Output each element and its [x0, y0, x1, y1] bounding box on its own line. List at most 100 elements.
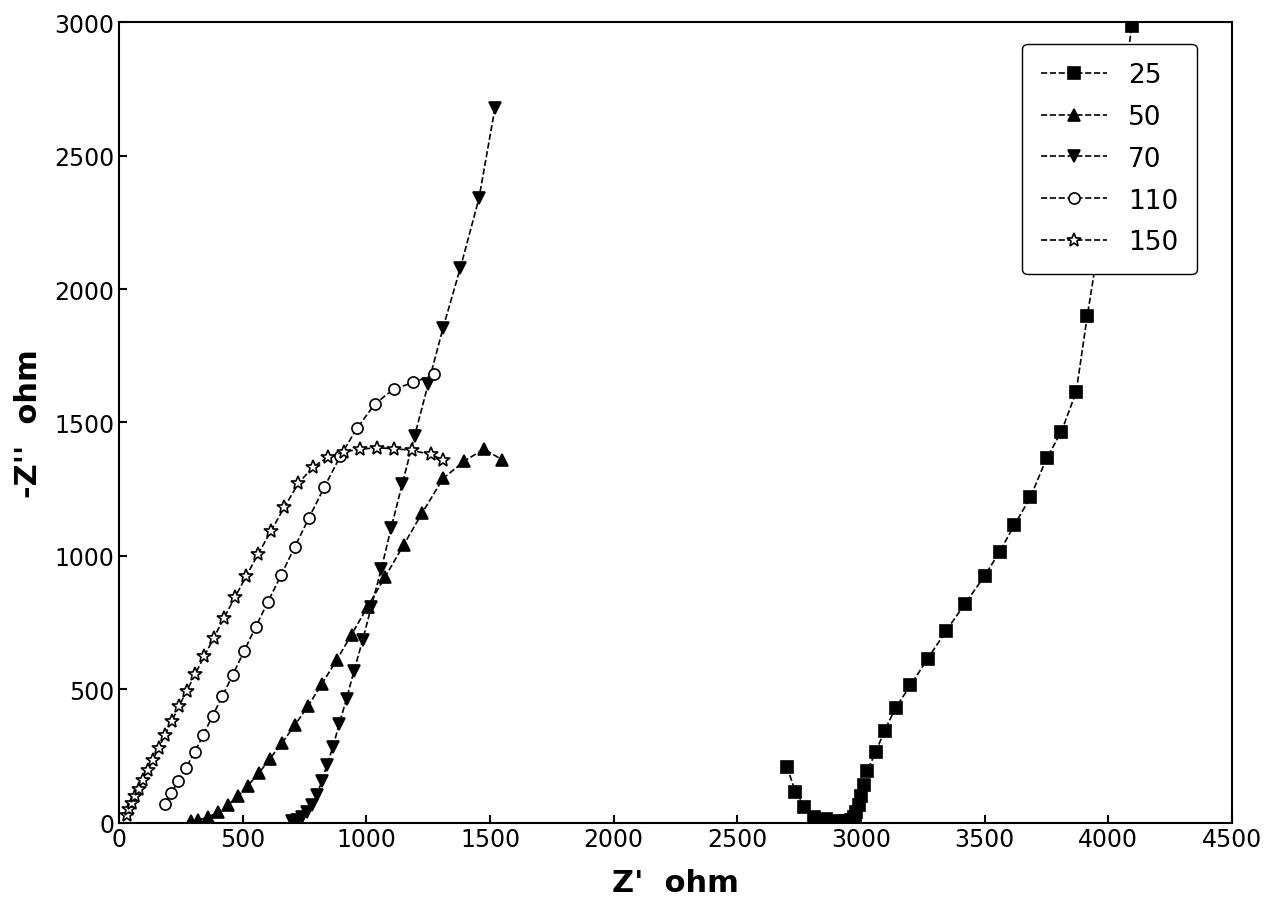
Line: 25: 25	[781, 22, 1137, 827]
50	[287, 720, 302, 731]
25	[843, 814, 859, 825]
70	[453, 263, 468, 274]
70	[346, 665, 361, 676]
50	[329, 655, 345, 666]
50	[200, 812, 216, 823]
110	[406, 377, 421, 388]
Line: 150: 150	[120, 442, 450, 822]
70	[332, 719, 347, 730]
25	[851, 800, 866, 811]
150	[140, 765, 156, 776]
110	[273, 570, 288, 581]
150	[352, 445, 367, 456]
50	[345, 630, 360, 640]
25	[806, 812, 822, 823]
70	[364, 601, 379, 612]
25	[846, 812, 861, 823]
50	[251, 768, 267, 779]
150	[171, 701, 186, 712]
25	[796, 802, 812, 813]
25	[1124, 22, 1139, 33]
70	[319, 760, 334, 771]
110	[214, 691, 230, 701]
50	[221, 800, 236, 811]
70	[407, 431, 422, 442]
70	[325, 742, 341, 752]
50	[240, 781, 255, 792]
150	[128, 791, 143, 802]
50	[274, 737, 290, 748]
70	[309, 789, 324, 800]
25	[1039, 454, 1054, 465]
150	[157, 730, 172, 741]
25	[780, 762, 795, 773]
110	[195, 730, 211, 741]
150	[263, 526, 278, 537]
50	[360, 601, 375, 612]
50	[211, 806, 226, 817]
25	[991, 547, 1007, 558]
25	[1094, 226, 1109, 237]
70	[339, 693, 355, 704]
150	[131, 783, 147, 794]
25	[939, 625, 954, 636]
70	[290, 814, 305, 825]
150	[337, 447, 352, 458]
150	[424, 449, 439, 460]
70	[471, 194, 486, 205]
25	[868, 747, 883, 758]
50	[230, 791, 245, 802]
X-axis label: Z'  ohm: Z' ohm	[612, 868, 739, 897]
150	[227, 592, 242, 603]
25	[1068, 387, 1083, 398]
25	[787, 786, 803, 797]
50	[190, 814, 205, 825]
110	[179, 763, 194, 773]
150	[145, 754, 161, 765]
25	[838, 816, 854, 827]
150	[197, 651, 212, 662]
110	[236, 646, 251, 657]
110	[205, 711, 221, 722]
25	[1007, 520, 1022, 531]
150	[277, 502, 292, 513]
110	[226, 670, 241, 681]
50	[495, 455, 510, 466]
70	[295, 812, 310, 823]
110	[287, 542, 302, 553]
150	[165, 716, 180, 727]
150	[239, 571, 254, 582]
25	[1079, 311, 1095, 322]
150	[188, 669, 203, 680]
Y-axis label: -Z''  ohm: -Z'' ohm	[14, 349, 43, 497]
25	[903, 680, 919, 691]
70	[394, 479, 410, 490]
50	[314, 679, 329, 690]
70	[285, 816, 300, 827]
25	[957, 599, 972, 609]
25	[1054, 427, 1069, 438]
25	[977, 571, 993, 582]
25	[860, 765, 875, 776]
150	[305, 462, 320, 473]
25	[1023, 492, 1039, 503]
50	[184, 816, 199, 827]
70	[435, 323, 450, 334]
25	[819, 814, 835, 825]
50	[301, 701, 316, 711]
Legend: 25, 50, 70, 110, 150: 25, 50, 70, 110, 150	[1022, 45, 1197, 274]
150	[387, 444, 402, 455]
150	[119, 809, 134, 820]
25	[831, 816, 846, 827]
70	[487, 103, 503, 114]
25	[888, 702, 903, 713]
110	[333, 451, 348, 462]
50	[263, 753, 278, 764]
110	[163, 788, 179, 799]
110	[157, 799, 172, 810]
25	[854, 791, 869, 802]
110	[186, 747, 202, 758]
70	[305, 800, 320, 811]
70	[384, 523, 399, 534]
70	[421, 379, 436, 390]
